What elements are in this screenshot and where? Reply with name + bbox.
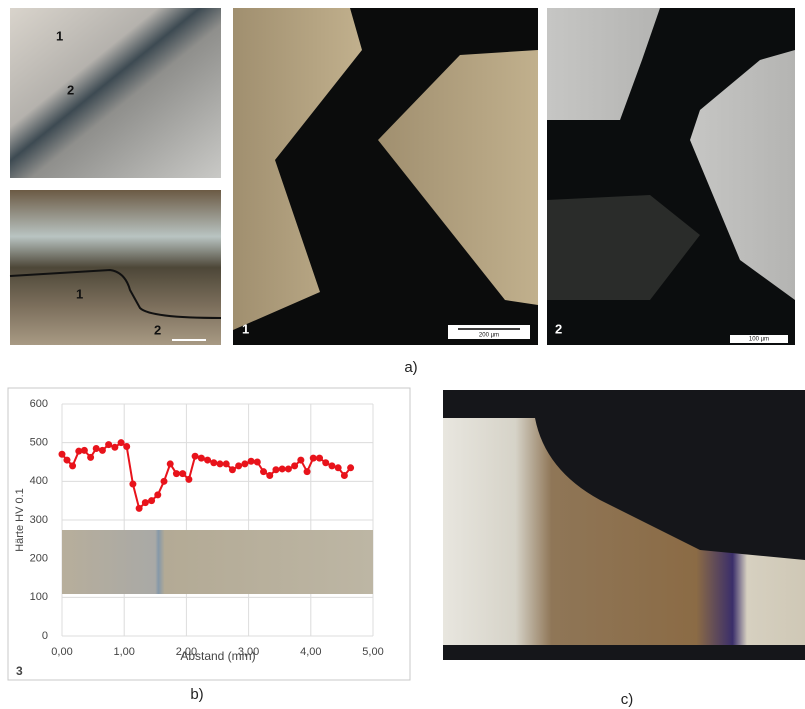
figure: 1 2 1 2 1 200 µm 2 100 µm a) 0 100 200 300 4…	[0, 0, 805, 709]
data-point	[136, 505, 143, 512]
data-point	[291, 462, 298, 469]
data-point	[210, 459, 217, 466]
data-point	[123, 443, 130, 450]
data-point	[204, 457, 211, 464]
inset-micrograph	[62, 530, 373, 594]
data-point	[59, 451, 66, 458]
photo-marker: 2	[67, 82, 74, 97]
data-point	[223, 460, 230, 467]
data-point	[129, 481, 136, 488]
data-point	[335, 464, 342, 471]
panel-label: b)	[190, 686, 203, 703]
photo	[10, 8, 221, 178]
data-point	[316, 455, 323, 462]
data-point	[148, 497, 155, 504]
data-point	[161, 478, 168, 485]
data-point	[63, 457, 70, 464]
data-point	[87, 454, 94, 461]
data-point	[173, 470, 180, 477]
panel-label: c)	[621, 691, 634, 708]
data-point	[341, 472, 348, 479]
data-point	[248, 458, 255, 465]
data-point	[347, 464, 354, 471]
data-point	[142, 499, 149, 506]
x-tick-label: 1,00	[113, 646, 134, 658]
x-tick-label: 5,00	[362, 646, 383, 658]
data-point	[285, 465, 292, 472]
data-point	[81, 447, 88, 454]
data-point	[154, 491, 161, 498]
photo-marker: 2	[555, 321, 562, 336]
photo-marker: 2	[154, 322, 161, 337]
y-tick-label: 0	[42, 630, 48, 642]
data-point	[185, 476, 192, 483]
data-point	[167, 460, 174, 467]
data-point	[310, 455, 317, 462]
data-point	[241, 460, 248, 467]
data-point	[111, 444, 118, 451]
data-point	[328, 462, 335, 469]
panel-label: a)	[404, 359, 417, 376]
y-tick-label: 200	[30, 553, 48, 565]
data-point	[192, 453, 199, 460]
data-point	[266, 472, 273, 479]
data-point	[198, 455, 205, 462]
data-point	[235, 462, 242, 469]
y-tick-label: 100	[30, 591, 48, 603]
data-point	[216, 460, 223, 467]
x-axis-label: Abstand (mm)	[180, 649, 255, 663]
data-point	[69, 462, 76, 469]
data-point	[179, 470, 186, 477]
y-axis-label: Härte HV 0.1	[14, 488, 26, 552]
data-point	[254, 459, 261, 466]
y-tick-label: 300	[30, 514, 48, 526]
data-point	[279, 465, 286, 472]
scale-label: 200 µm	[479, 333, 499, 339]
photo-marker: 1	[56, 28, 63, 43]
data-point	[304, 468, 311, 475]
panel-number: 3	[16, 664, 23, 678]
data-point	[272, 466, 279, 473]
y-tick-label: 600	[30, 398, 48, 410]
y-tick-label: 400	[30, 475, 48, 487]
x-tick-label: 4,00	[300, 646, 321, 658]
scale-bar	[172, 339, 206, 341]
data-point	[105, 441, 112, 448]
photo-marker: 1	[242, 321, 249, 336]
data-point	[99, 447, 106, 454]
x-tick-label: 0,00	[51, 646, 72, 658]
photo	[10, 190, 221, 345]
data-point	[93, 445, 100, 452]
data-point	[229, 466, 236, 473]
data-point	[322, 459, 329, 466]
scale-label: 100 µm	[749, 337, 769, 343]
y-tick-label: 500	[30, 437, 48, 449]
photo-marker: 1	[76, 286, 83, 301]
data-point	[297, 457, 304, 464]
data-point	[260, 468, 267, 475]
